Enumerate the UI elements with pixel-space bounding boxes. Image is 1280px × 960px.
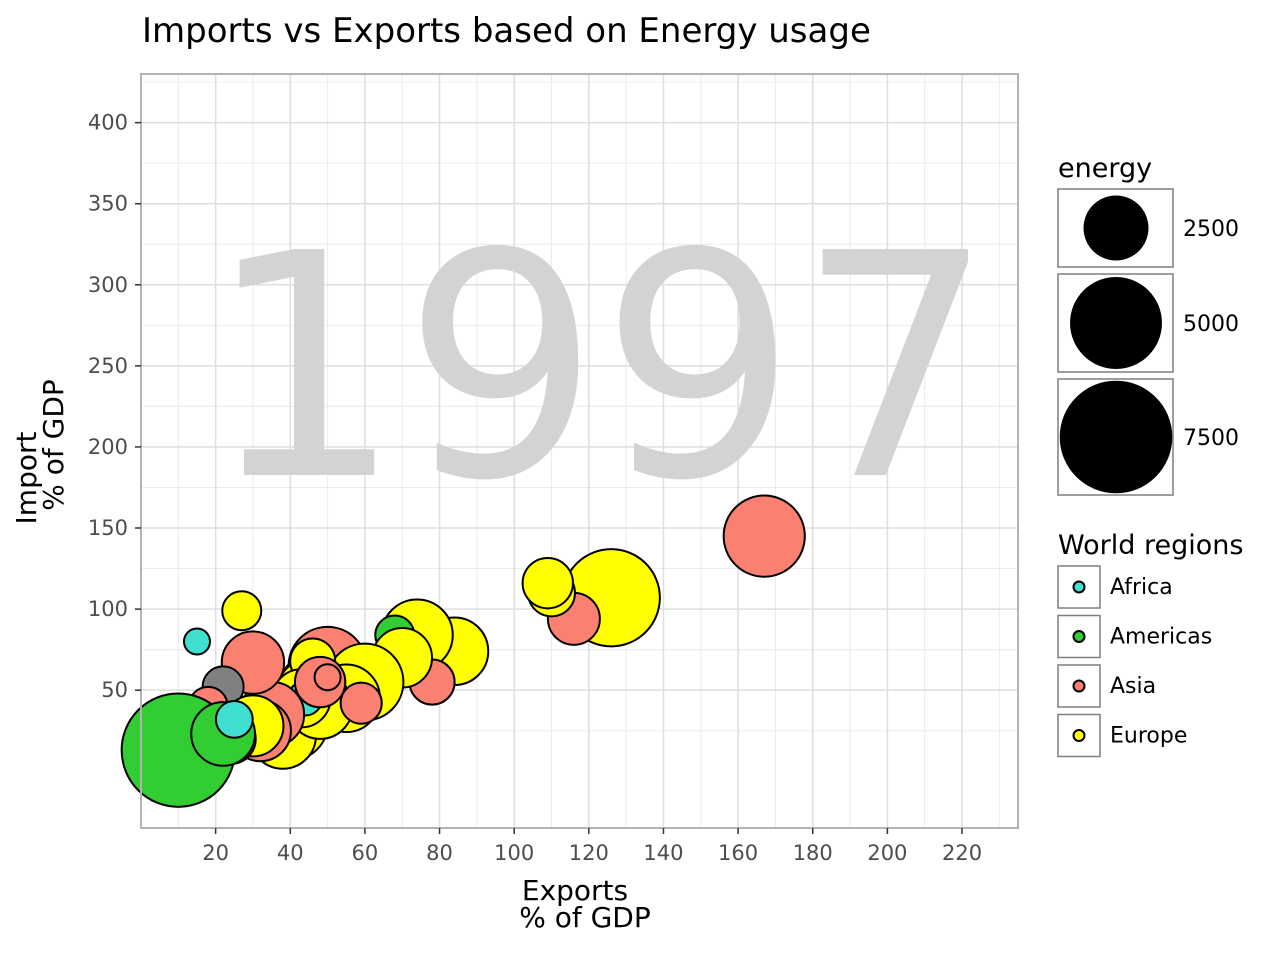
x-tick-label: 220 [942,841,982,865]
size-legend-label: 2500 [1183,217,1239,242]
y-axis-ticks: 50 100 150 200 250 300 350 400 [88,111,141,702]
y-axis-title-line1: Import [10,432,43,525]
size-legend-circle [1083,195,1149,261]
region-legend-label: Asia [1110,674,1156,699]
x-tick-label: 200 [867,841,907,865]
y-tick-label: 400 [88,111,128,135]
region-legend-label: Europe [1110,724,1187,749]
x-tick-label: 20 [202,841,229,865]
y-axis-title-line2: % of GDP [37,379,70,511]
size-legend-label: 5000 [1183,312,1239,337]
x-tick-label: 120 [569,841,609,865]
year-watermark: 1997 [206,188,995,549]
x-tick-label: 40 [277,841,304,865]
x-tick-label: 60 [352,841,379,865]
y-tick-label: 200 [88,435,128,459]
data-points [120,494,806,808]
world-regions-legend: World regions Africa Americas Asia Europe [1057,530,1243,758]
x-axis-ticks: 20 40 60 80 100 120 140 160 180 200 220 [202,828,982,865]
data-point [221,590,263,632]
chart-title: Imports vs Exports based on Energy usage [142,11,871,51]
x-tick-label: 140 [643,841,683,865]
y-tick-label: 150 [88,516,128,540]
x-tick-label: 100 [494,841,534,865]
region-legend-swatch [1072,729,1086,742]
size-legend-title: energy [1058,153,1152,184]
data-point [722,494,806,578]
data-point [214,699,254,739]
size-legend-circle [1070,277,1162,369]
color-legend-title: World regions [1058,530,1243,561]
energy-size-legend: energy 2500 5000 7500 [1057,153,1239,496]
y-tick-label: 50 [101,678,128,702]
x-tick-label: 180 [793,841,833,865]
x-tick-label: 80 [426,841,453,865]
data-point [339,681,383,725]
plot-border [140,73,1019,829]
region-legend-swatch [1072,679,1086,693]
y-tick-label: 300 [88,273,128,297]
y-tick-label: 100 [88,597,128,621]
size-legend-label: 7500 [1183,426,1239,451]
x-axis-title-line1: Exports [522,874,628,907]
major-gridlines [141,74,1018,828]
x-axis-title-line2: % of GDP [519,901,651,934]
y-tick-label: 250 [88,354,128,378]
data-point [182,627,211,656]
region-legend-label: Americas [1110,625,1212,650]
region-legend-swatch [1072,630,1086,643]
region-legend-label: Africa [1110,575,1173,600]
x-tick-label: 160 [718,841,758,865]
region-legend-swatch [1072,580,1086,594]
data-point [521,556,574,610]
y-tick-label: 350 [88,192,128,216]
size-legend-circle [1059,380,1173,494]
data-point [313,663,342,692]
